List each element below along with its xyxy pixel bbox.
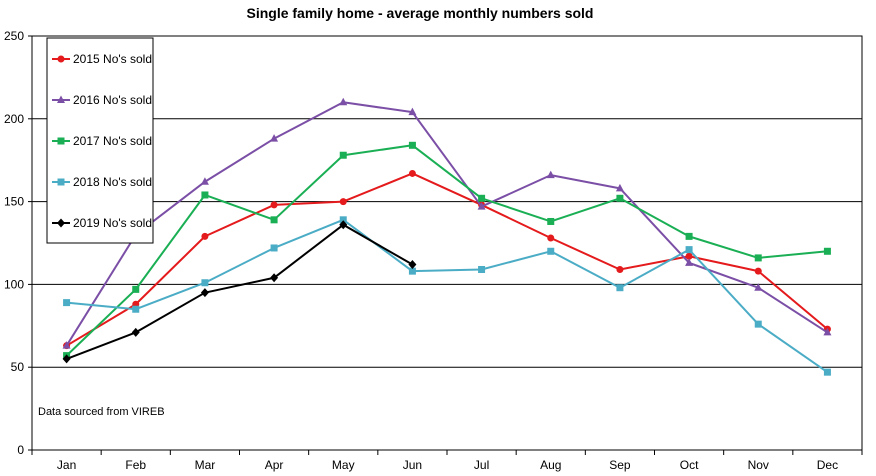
legend-label: 2019 No's sold — [73, 216, 152, 230]
data-point — [339, 151, 347, 159]
data-point — [477, 202, 486, 210]
data-point — [270, 201, 278, 209]
data-point — [339, 220, 348, 230]
data-point — [339, 216, 347, 224]
data-point — [685, 252, 693, 260]
x-tick-label: Mar — [195, 458, 216, 472]
x-tick-label: May — [332, 458, 355, 472]
series-line — [66, 218, 828, 373]
x-tick-label: Jul — [474, 458, 489, 472]
data-point — [408, 107, 417, 116]
data-point — [685, 246, 693, 254]
series-line — [66, 223, 413, 360]
legend-marker — [57, 137, 65, 145]
data-point — [616, 194, 624, 202]
data-point — [270, 244, 278, 252]
data-point — [408, 267, 416, 275]
data-point — [62, 341, 71, 349]
series-line — [65, 144, 828, 357]
data-point — [547, 217, 555, 225]
data-point — [685, 232, 693, 240]
series-layer — [62, 97, 832, 376]
grid-layer — [31, 35, 863, 451]
data-point — [754, 254, 762, 262]
legend: 2015 No's sold 2016 No's sold 2017 No's so… — [46, 37, 154, 244]
data-point — [546, 170, 555, 179]
series-3 — [63, 216, 831, 376]
data-point — [478, 194, 486, 202]
legend-label: 2016 No's sold — [73, 93, 152, 107]
x-tick-label: Jun — [403, 458, 422, 472]
x-tick-label: Oct — [680, 458, 699, 472]
x-tick-label: Feb — [125, 458, 146, 472]
series-1 — [62, 97, 832, 349]
data-point — [201, 191, 209, 199]
y-tick-label: 200 — [4, 112, 24, 126]
data-point — [201, 232, 209, 240]
data-point — [408, 260, 417, 270]
x-tick-label: Apr — [265, 458, 284, 472]
data-point — [823, 327, 832, 336]
data-point — [132, 285, 140, 293]
x-tick-label: Dec — [817, 458, 838, 472]
data-point — [339, 198, 347, 206]
data-point — [616, 284, 624, 292]
data-point — [200, 177, 209, 185]
data-point — [270, 134, 279, 142]
legend-marker — [57, 95, 65, 103]
data-point — [547, 234, 555, 242]
legend-label: 2017 No's sold — [73, 134, 152, 148]
chart-title: Single family home - average monthly num… — [247, 5, 594, 21]
legend-marker — [57, 55, 65, 63]
data-point — [823, 247, 831, 255]
legend-label: 2018 No's sold — [73, 175, 152, 189]
axis-layer: 0 50 100 150 200 250 Jan Feb Mar Apr May Jun Jul Aug S… — [4, 29, 863, 472]
legend-marker — [57, 218, 65, 228]
series-2 — [63, 141, 831, 360]
source-note: Data sourced from VIREB — [38, 406, 165, 418]
data-point — [615, 183, 624, 192]
data-point — [131, 327, 140, 337]
plot-area — [31, 35, 863, 451]
data-point — [201, 279, 209, 287]
data-point — [132, 305, 140, 313]
data-point — [478, 265, 486, 273]
x-tick-label: Jan — [57, 458, 76, 472]
data-point — [408, 169, 416, 177]
legend-marker — [57, 178, 65, 186]
y-tick-label: 150 — [4, 195, 24, 209]
data-point — [63, 299, 71, 307]
data-point — [408, 141, 416, 149]
data-point — [754, 267, 762, 275]
data-point — [270, 273, 279, 283]
data-point — [754, 283, 763, 291]
x-tick-label: Sep — [609, 458, 631, 472]
legend-label: 2015 No's sold — [73, 52, 152, 66]
data-point — [339, 97, 348, 106]
y-tick-label: 0 — [17, 443, 24, 457]
x-tick-label: Nov — [748, 458, 769, 472]
y-tick-label: 50 — [11, 360, 25, 374]
series-0 — [63, 169, 831, 350]
data-point — [823, 368, 831, 376]
x-tick-label: Aug — [540, 458, 561, 472]
data-point — [547, 247, 555, 255]
data-point — [200, 288, 209, 298]
y-tick-label: 100 — [4, 277, 24, 291]
data-point — [754, 320, 762, 328]
data-point — [270, 216, 278, 224]
y-tick-label: 250 — [4, 29, 24, 43]
data-point — [616, 265, 624, 273]
data-point — [685, 258, 694, 266]
series-line — [66, 172, 829, 347]
data-point — [62, 354, 71, 364]
series-line — [65, 101, 828, 347]
series-4 — [62, 220, 417, 364]
